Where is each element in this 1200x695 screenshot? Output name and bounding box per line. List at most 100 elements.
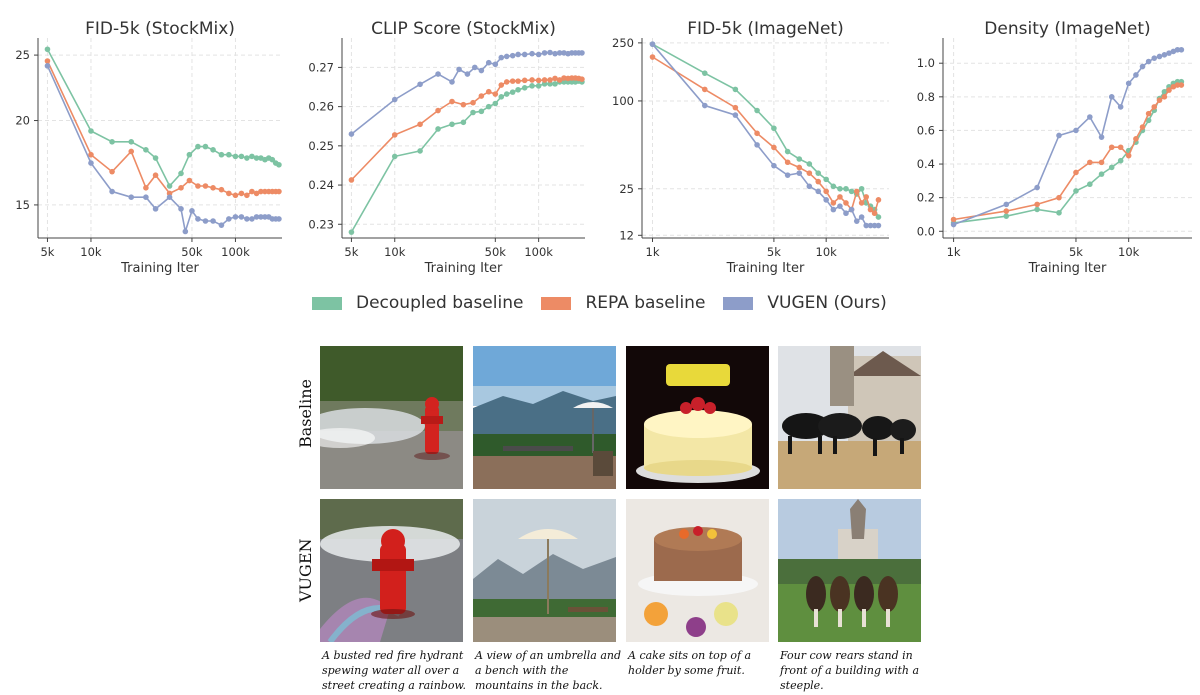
data-point [226,190,232,197]
data-point [244,192,250,199]
data-point [837,185,843,192]
data-point [806,183,813,190]
data-point [815,170,822,176]
y-tick-label: 100 [612,94,634,108]
data-point [771,144,777,151]
data-point [547,81,553,87]
data-point [1145,110,1152,117]
chart-svg: FID-5k (StockMix) 5k 10k 50k 100k 15 20 25 Train… [15,19,282,276]
data-point [44,63,51,69]
chart-svg: Density (ImageNet) 1k 5k 10k 0.0 0.2 0.4 0.6 0.8… [917,19,1192,276]
data-point [253,214,260,220]
data-point [276,216,282,222]
data-point [830,200,837,206]
caption-umbrella: A view of an umbrella and a bench with t… [475,649,622,692]
data-point [143,147,149,153]
data-point [784,148,791,155]
data-point [195,183,201,189]
data-point [1174,82,1181,88]
data-point [732,86,739,93]
data-point [503,79,510,85]
data-point [498,94,505,100]
data-point [391,132,398,138]
chart-clip-stockmix: CLIP Score (StockMix) 5k 10k 50k 100k 0.23 0.2… [300,0,600,285]
y-tick-label: 0.26 [308,100,334,114]
data-point [754,130,760,137]
data-point [806,161,813,167]
caption-hydrant: A busted red fire hydrant spewing water … [322,649,467,692]
x-tick-label: 5k [40,245,54,259]
data-point [202,183,209,189]
image-baseline-cake [626,346,769,489]
data-point [128,194,135,200]
data-point [837,194,843,200]
data-point [806,170,813,176]
data-point [492,91,499,97]
data-point [88,128,94,134]
data-point [875,222,882,229]
y-tick-label: 0.23 [308,217,334,231]
data-point [535,77,542,84]
data-point [950,216,957,223]
data-point [784,159,791,166]
data-point [547,77,553,83]
data-point [1087,181,1093,188]
legend: Decoupled baseline REPA baseline VUGEN (… [312,293,905,313]
legend-label: Decoupled baseline [356,293,524,313]
data-point [515,51,521,58]
data-point [166,194,173,200]
data-point [269,156,276,163]
data-point [88,160,94,166]
data-point [152,172,159,178]
data-point [435,107,441,114]
data-point [858,214,865,220]
x-tick-label: 50k [181,245,203,259]
legend-swatch [312,296,342,310]
data-point [478,93,485,99]
legend-label: REPA baseline [585,293,706,313]
data-point [875,197,882,203]
data-point [238,214,245,220]
data-point [552,50,558,57]
data-point [815,188,822,195]
x-axis-label: Training Iter [726,261,805,276]
x-tick-label: 1k [947,245,961,259]
data-point [1117,144,1124,151]
data-point [109,188,115,195]
data-point [456,66,462,73]
data-point [244,216,250,222]
data-point [1139,124,1146,130]
data-point [238,190,245,197]
data-point [754,142,760,148]
data-point [521,85,528,91]
data-point [796,170,803,176]
x-tick-label: 1k [646,245,660,259]
chart-fid-imagenet: FID-5k (ImageNet) 1k 5k 10k 12 25 100 250 Traini… [600,0,900,285]
data-point [823,197,829,203]
data-point [1174,46,1181,53]
data-point [1034,184,1040,191]
data-point [492,100,499,107]
data-point [771,125,777,132]
x-tick-label: 5k [1069,245,1083,259]
data-point [109,168,115,175]
data-point [858,185,865,192]
x-tick-label: 10k [816,245,838,259]
data-point [460,101,467,108]
data-point [1178,82,1185,88]
chart-svg: CLIP Score (StockMix) 5k 10k 50k 100k 0.23 0.2… [308,19,585,276]
data-point [579,50,585,56]
data-point [823,188,829,195]
data-point [1145,117,1152,124]
data-point [556,77,563,83]
data-point [195,143,201,150]
data-point [1117,104,1124,110]
data-point [863,222,870,229]
data-point [178,206,184,212]
legend-item: Decoupled baseline [312,293,523,313]
data-point [189,208,195,214]
data-point [238,153,245,160]
x-axis-label: Training Iter [424,261,503,276]
data-point [1056,132,1062,139]
y-tick-label: 15 [15,198,30,212]
